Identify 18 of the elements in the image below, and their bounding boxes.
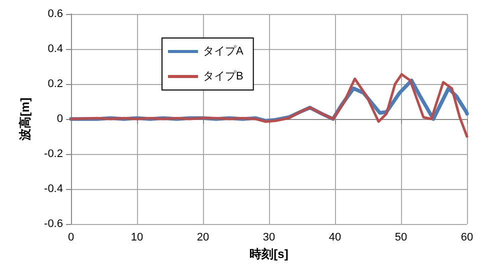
y-tick-label: 0.6 bbox=[48, 8, 63, 20]
legend-label: タイプB bbox=[203, 70, 244, 82]
legend-label: タイプA bbox=[203, 44, 244, 58]
y-tick-label: -0.6 bbox=[44, 218, 63, 230]
x-tick-label: 20 bbox=[196, 232, 210, 244]
y-tick-label: -0.4 bbox=[44, 183, 63, 195]
x-tick-label: 30 bbox=[262, 232, 276, 244]
y-tick-label: 0.4 bbox=[48, 43, 63, 55]
x-tick-label: 40 bbox=[328, 232, 342, 244]
x-tick-label: 50 bbox=[394, 232, 408, 244]
y-tick-label: 0 bbox=[56, 113, 63, 125]
y-axis-title: 波高[m] bbox=[18, 98, 32, 142]
x-tick-label: 10 bbox=[130, 232, 144, 244]
x-tick-label: 60 bbox=[460, 232, 474, 244]
x-tick-label: 0 bbox=[68, 232, 74, 244]
x-axis-title: 時刻[s] bbox=[250, 247, 288, 261]
y-tick-label: 0.2 bbox=[48, 78, 63, 90]
y-tick-label: -0.2 bbox=[44, 148, 63, 160]
